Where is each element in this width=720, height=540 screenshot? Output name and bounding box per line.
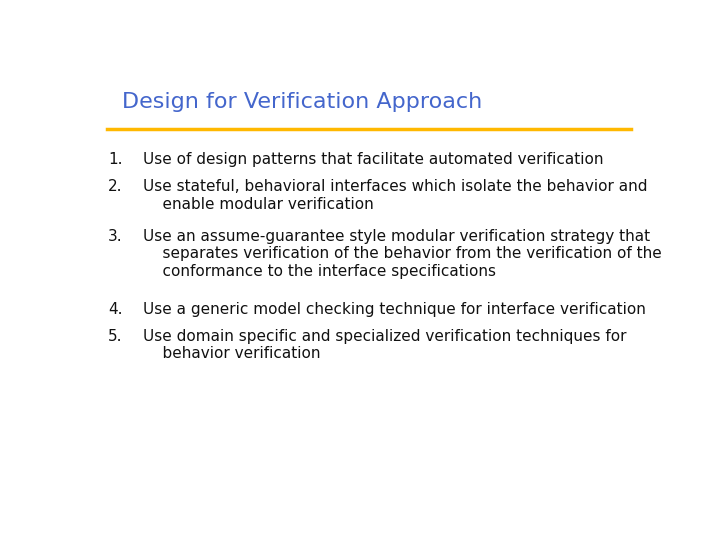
Text: 5.: 5.	[108, 329, 122, 344]
Text: Use stateful, behavioral interfaces which isolate the behavior and
    enable mo: Use stateful, behavioral interfaces whic…	[143, 179, 647, 212]
Text: Use an assume-guarantee style modular verification strategy that
    separates v: Use an assume-guarantee style modular ve…	[143, 229, 662, 279]
Text: 4.: 4.	[108, 302, 122, 317]
Text: Use domain specific and specialized verification techniques for
    behavior ver: Use domain specific and specialized veri…	[143, 329, 626, 361]
Text: 3.: 3.	[108, 229, 122, 244]
Text: 1.: 1.	[108, 152, 122, 167]
Text: Design for Verification Approach: Design for Verification Approach	[122, 92, 482, 112]
Text: Use a generic model checking technique for interface verification: Use a generic model checking technique f…	[143, 302, 646, 317]
Text: 2.: 2.	[108, 179, 122, 194]
Text: Use of design patterns that facilitate automated verification: Use of design patterns that facilitate a…	[143, 152, 603, 167]
